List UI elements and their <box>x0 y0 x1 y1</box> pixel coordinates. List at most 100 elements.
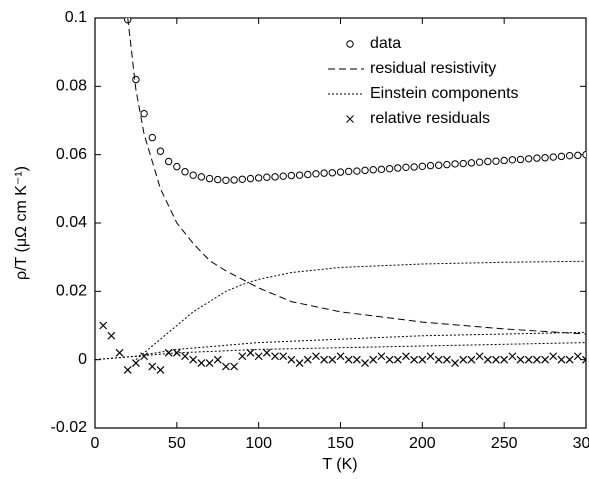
residual-point <box>189 355 198 364</box>
residual-point <box>287 355 296 364</box>
data-point <box>435 161 443 169</box>
x-axis-label: T (K) <box>322 456 357 473</box>
residual-point <box>532 355 541 364</box>
legend-swatch <box>346 40 354 48</box>
residual-point <box>434 355 443 364</box>
data-point <box>156 147 165 155</box>
residual-point <box>107 331 116 340</box>
residual-point <box>328 355 337 364</box>
data-point <box>443 160 451 169</box>
residual-point <box>320 355 329 364</box>
residual-point <box>205 359 214 368</box>
curve <box>135 260 586 361</box>
residual-point <box>475 352 484 361</box>
data-point <box>336 168 345 176</box>
residual-point <box>164 348 173 357</box>
data-point <box>287 171 296 180</box>
data-point <box>426 161 435 170</box>
residual-point <box>222 362 230 371</box>
data-point <box>222 176 230 184</box>
data-point <box>557 152 566 161</box>
residual-point <box>402 352 410 361</box>
residual-point <box>148 362 157 371</box>
residual-point <box>393 355 402 364</box>
y-tick-label: 0.06 <box>56 146 87 163</box>
data-point <box>312 170 320 178</box>
residual-point <box>246 348 255 357</box>
data-point <box>214 175 222 184</box>
data-point <box>328 169 337 177</box>
y-tick-label: 0.1 <box>65 9 87 26</box>
legend-label: relative residuals <box>370 110 490 127</box>
residual-point <box>99 321 108 330</box>
data-point <box>279 172 287 180</box>
data-point <box>484 157 492 166</box>
data-point <box>516 155 525 164</box>
residual-point <box>123 365 132 374</box>
data-point <box>385 164 394 173</box>
residual-point <box>459 355 468 364</box>
data-point <box>410 163 418 171</box>
residual-point <box>352 355 361 364</box>
residual-point <box>262 348 271 357</box>
curve <box>127 18 586 335</box>
data-point <box>508 156 517 164</box>
residual-point <box>303 355 312 364</box>
x-tick-label: 200 <box>409 435 436 452</box>
residual-point <box>312 352 320 361</box>
residual-point <box>140 352 149 361</box>
residual-point <box>549 352 558 361</box>
data-point <box>467 159 476 167</box>
data-point <box>189 171 197 179</box>
y-tick-label: 0.02 <box>56 283 87 300</box>
data-point <box>263 173 271 181</box>
data-point <box>565 151 574 160</box>
residual-point <box>295 359 304 368</box>
data-point <box>271 173 279 181</box>
x-tick-label: 0 <box>91 435 100 452</box>
data-point <box>418 162 427 170</box>
residual-point <box>230 362 239 371</box>
x-tick-label: 50 <box>168 435 186 452</box>
data-point <box>173 162 181 171</box>
residual-point <box>573 352 582 361</box>
plot-frame <box>94 17 587 429</box>
residual-point <box>115 348 124 357</box>
data-point <box>164 157 173 166</box>
x-tick-label: 300 <box>573 435 589 452</box>
residual-point <box>418 355 427 364</box>
data-point <box>205 174 214 183</box>
legend-label: data <box>370 35 401 52</box>
data-point <box>500 156 508 165</box>
residual-point <box>557 355 566 364</box>
data-point <box>181 168 189 176</box>
legend-swatch <box>346 115 354 123</box>
data-point <box>549 153 557 161</box>
data-point <box>525 155 533 163</box>
data-point <box>353 167 361 175</box>
residual-point <box>500 355 509 364</box>
data-point <box>295 171 304 179</box>
residual-point <box>385 355 394 364</box>
y-tick-label: 0 <box>78 351 87 368</box>
residual-point <box>541 355 550 364</box>
data-point <box>238 175 247 183</box>
x-tick-label: 100 <box>245 435 272 452</box>
residual-point <box>238 352 247 361</box>
data-point <box>533 154 541 162</box>
data-point <box>320 169 328 177</box>
residual-point <box>508 352 517 361</box>
data-point <box>492 157 500 165</box>
residual-point <box>426 352 435 361</box>
data-point <box>254 174 263 182</box>
residual-point <box>336 352 345 361</box>
residual-point <box>172 348 181 357</box>
residual-point <box>181 352 189 361</box>
residual-point <box>451 359 459 368</box>
data-point <box>304 170 312 179</box>
residual-point <box>131 359 140 368</box>
data-point <box>582 150 586 159</box>
data-point <box>230 176 238 184</box>
plot-area <box>95 18 586 374</box>
